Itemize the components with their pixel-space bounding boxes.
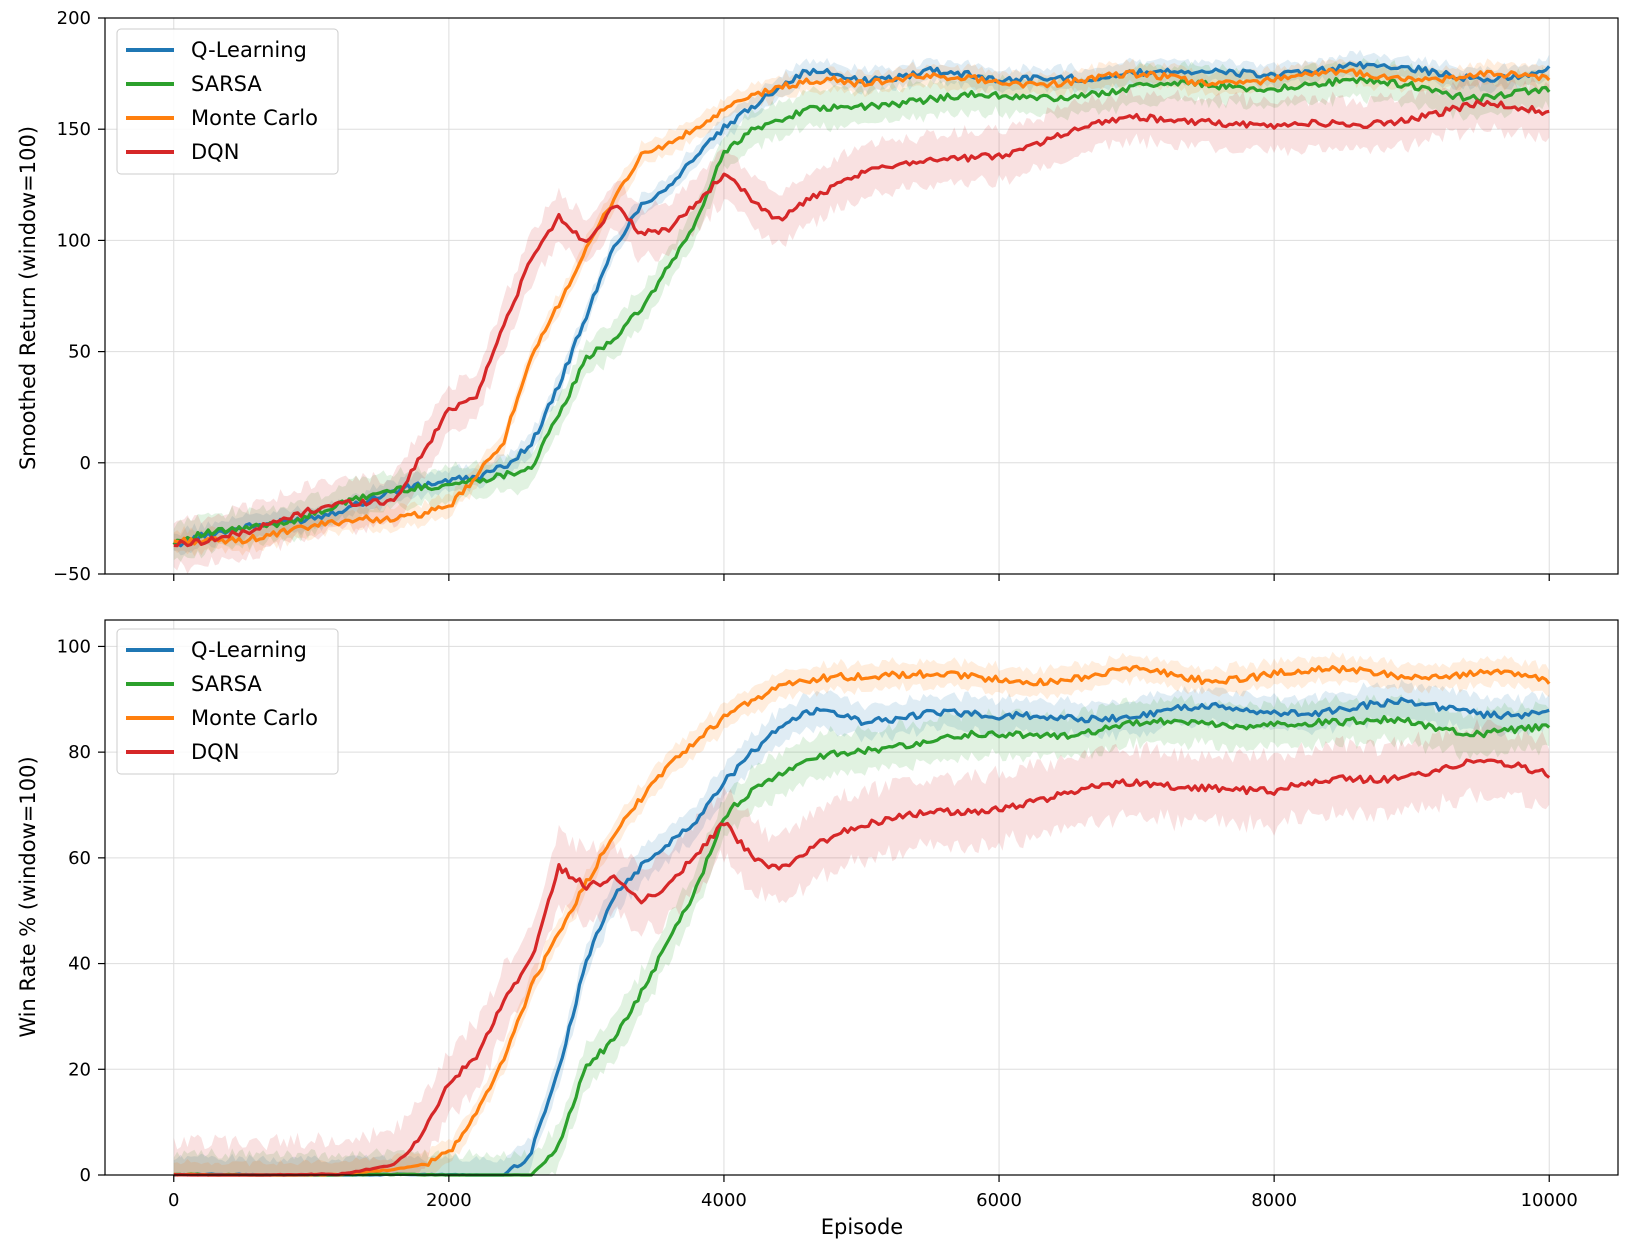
winrate-y-tick-label: 100 <box>57 636 91 657</box>
return-y-tick-label: 150 <box>57 119 91 140</box>
winrate-x-tick-label: 10000 <box>1521 1190 1578 1211</box>
x-axis-label: Episode <box>821 1215 903 1239</box>
winrate-x-tick-label: 8000 <box>1251 1190 1297 1211</box>
winrate-legend <box>116 628 339 775</box>
winrate-legend-label-monte-carlo: Monte Carlo <box>191 706 318 730</box>
winrate-y-tick-label: 0 <box>80 1165 91 1186</box>
return-series-monte-carlo <box>173 67 1551 546</box>
return-y-tick-label: −50 <box>53 564 91 585</box>
winrate-series-sarsa <box>173 715 1551 1177</box>
return-legend-label-q-learning: Q-Learning <box>191 38 307 62</box>
winrate-chart-panel: 0 2000 4000 6000 8000 10000 0 20 40 60 80 100 Win R… <box>16 619 1619 1211</box>
winrate-y-tick-label: 20 <box>68 1059 91 1080</box>
return-y-tick-label: 0 <box>80 453 91 474</box>
return-y-tick-label: 200 <box>57 8 91 29</box>
return-y-tick-label: 100 <box>57 230 91 251</box>
winrate-x-tick-label: 2000 <box>426 1190 472 1211</box>
winrate-y-tick-label: 80 <box>68 742 91 763</box>
return-y-axis-label: Smoothed Return (window=100) <box>16 126 40 470</box>
winrate-band-sarsa <box>173 694 1550 1175</box>
winrate-band-dqn <box>173 718 1550 1175</box>
winrate-x-tick-label: 0 <box>168 1190 179 1211</box>
return-axes-frame <box>104 17 1619 575</box>
winrate-series-monte-carlo <box>173 664 1551 1177</box>
return-legend-label-sarsa: SARSA <box>191 72 262 96</box>
return-legend-label-dqn: DQN <box>191 140 239 164</box>
winrate-x-tick-label: 4000 <box>701 1190 747 1211</box>
winrate-series-dqn <box>173 758 1551 1177</box>
return-chart-panel: −50 0 50 100 150 200 Smoothed Return (window=… <box>16 8 1619 585</box>
return-series-dqn <box>173 99 1550 548</box>
return-y-tick-label: 50 <box>68 342 91 363</box>
winrate-legend-label-sarsa: SARSA <box>191 672 262 696</box>
winrate-y-axis-label: Win Rate % (window=100) <box>16 756 40 1037</box>
winrate-x-tick-label: 6000 <box>976 1190 1022 1211</box>
winrate-legend-label-dqn: DQN <box>191 740 239 764</box>
winrate-y-tick-label: 60 <box>68 848 91 869</box>
return-legend <box>116 28 339 175</box>
winrate-axes-frame <box>104 619 1619 1176</box>
winrate-y-tick-label: 40 <box>68 954 91 975</box>
winrate-legend-label-q-learning: Q-Learning <box>191 638 307 662</box>
return-legend-label-monte-carlo: Monte Carlo <box>191 106 318 130</box>
